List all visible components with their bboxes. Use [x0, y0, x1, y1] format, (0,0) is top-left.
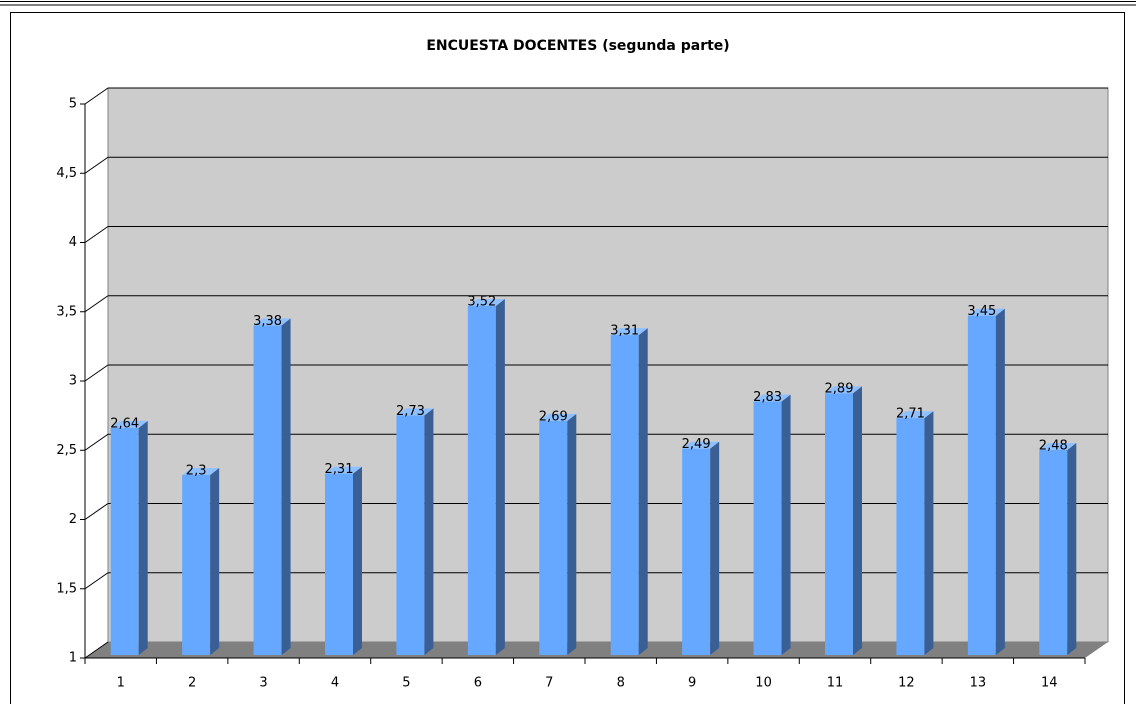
bar-front: [110, 427, 139, 655]
value-label: 2,64: [110, 416, 139, 431]
bar-front: [325, 473, 353, 655]
floor: [85, 642, 1108, 658]
bar-top: [610, 328, 648, 336]
bar-top: [253, 318, 291, 326]
grid-line: [84, 641, 109, 659]
x-tick-label: 12: [898, 676, 915, 691]
bar-front: [967, 315, 996, 655]
bar-side: [924, 411, 934, 655]
bar-top: [896, 411, 934, 419]
bar-side: [353, 466, 362, 655]
bar-side: [638, 328, 648, 655]
bar-side: [138, 420, 148, 655]
value-label: 2,49: [682, 437, 711, 452]
y-tick-label: 1,5: [56, 581, 77, 596]
grid-line: [84, 572, 109, 590]
bar-front: [610, 335, 639, 655]
bar-front: [539, 420, 568, 655]
grid-line: [84, 87, 109, 105]
y-tick-label: 1: [69, 651, 77, 666]
grid-line: [84, 433, 109, 451]
bar-side: [710, 441, 720, 655]
bar-side: [424, 408, 434, 655]
x-tick-label: 13: [970, 676, 987, 691]
y-tick-label: 5: [69, 97, 77, 112]
value-label: 3,52: [467, 294, 496, 309]
x-tick-label: 8: [617, 676, 625, 691]
chart-title: ENCUESTA DOCENTES (segunda parte): [426, 38, 729, 54]
bar-top: [396, 408, 434, 416]
y-tick-label: 3: [69, 374, 77, 389]
grid-line: [84, 364, 109, 382]
bar-front: [896, 418, 925, 655]
bar-side: [1067, 443, 1077, 655]
bar-front: [825, 393, 853, 655]
x-tick-label: 2: [188, 676, 196, 691]
value-label: 2,3: [186, 463, 207, 478]
grid-line: [84, 503, 109, 520]
bar-top: [967, 308, 1005, 316]
bar-top: [1039, 443, 1077, 451]
bar-side: [210, 467, 220, 655]
bar-side: [495, 298, 505, 655]
grid-line: [84, 156, 109, 174]
bar-front: [396, 415, 425, 655]
bar-top: [539, 413, 577, 421]
bar-top: [682, 441, 720, 449]
y-tick-label: 4: [69, 235, 77, 250]
bar-front: [182, 474, 211, 655]
x-tick-label: 3: [259, 676, 267, 691]
value-label: 3,38: [253, 314, 282, 329]
value-label: 2,89: [825, 382, 854, 397]
value-label: 2,83: [753, 390, 782, 405]
bar-front: [253, 325, 282, 655]
x-tick-label: 4: [331, 676, 339, 691]
grid-line: [84, 295, 109, 313]
bar-top: [182, 467, 220, 475]
value-label: 3,31: [610, 324, 639, 339]
bar-front: [682, 448, 711, 655]
x-tick-label: 14: [1041, 676, 1058, 691]
bar-side: [853, 386, 862, 655]
bar-side: [281, 318, 291, 655]
bar-top: [753, 394, 791, 402]
bar-side: [781, 394, 791, 655]
x-tick-label: 10: [755, 676, 772, 691]
bar-top: [110, 420, 148, 428]
x-tick-label: 6: [474, 676, 482, 691]
value-label: 3,45: [967, 304, 996, 319]
x-tick-label: 9: [688, 676, 696, 691]
value-label: 2,73: [396, 404, 425, 419]
value-label: 2,69: [539, 409, 568, 424]
bar-top: [467, 298, 505, 306]
value-label: 2,31: [325, 462, 354, 477]
x-tick-label: 1: [117, 676, 125, 691]
bar-side: [995, 308, 1005, 655]
x-tick-label: 7: [545, 676, 553, 691]
bar-top: [325, 466, 362, 474]
bar-front: [753, 401, 782, 655]
x-tick-label: 11: [827, 676, 844, 691]
y-tick-label: 2,5: [56, 443, 77, 458]
grid-line: [84, 226, 109, 243]
value-label: 2,71: [896, 407, 925, 422]
x-tick-label: 5: [402, 676, 410, 691]
bar-top: [825, 386, 862, 394]
y-tick-label: 4,5: [56, 166, 77, 181]
bar-front: [467, 305, 496, 655]
y-tick-label: 2: [69, 512, 77, 527]
y-tick-label: 3,5: [56, 304, 77, 319]
bar-side: [567, 413, 577, 655]
bar-front: [1039, 450, 1068, 655]
value-label: 2,48: [1039, 439, 1068, 454]
